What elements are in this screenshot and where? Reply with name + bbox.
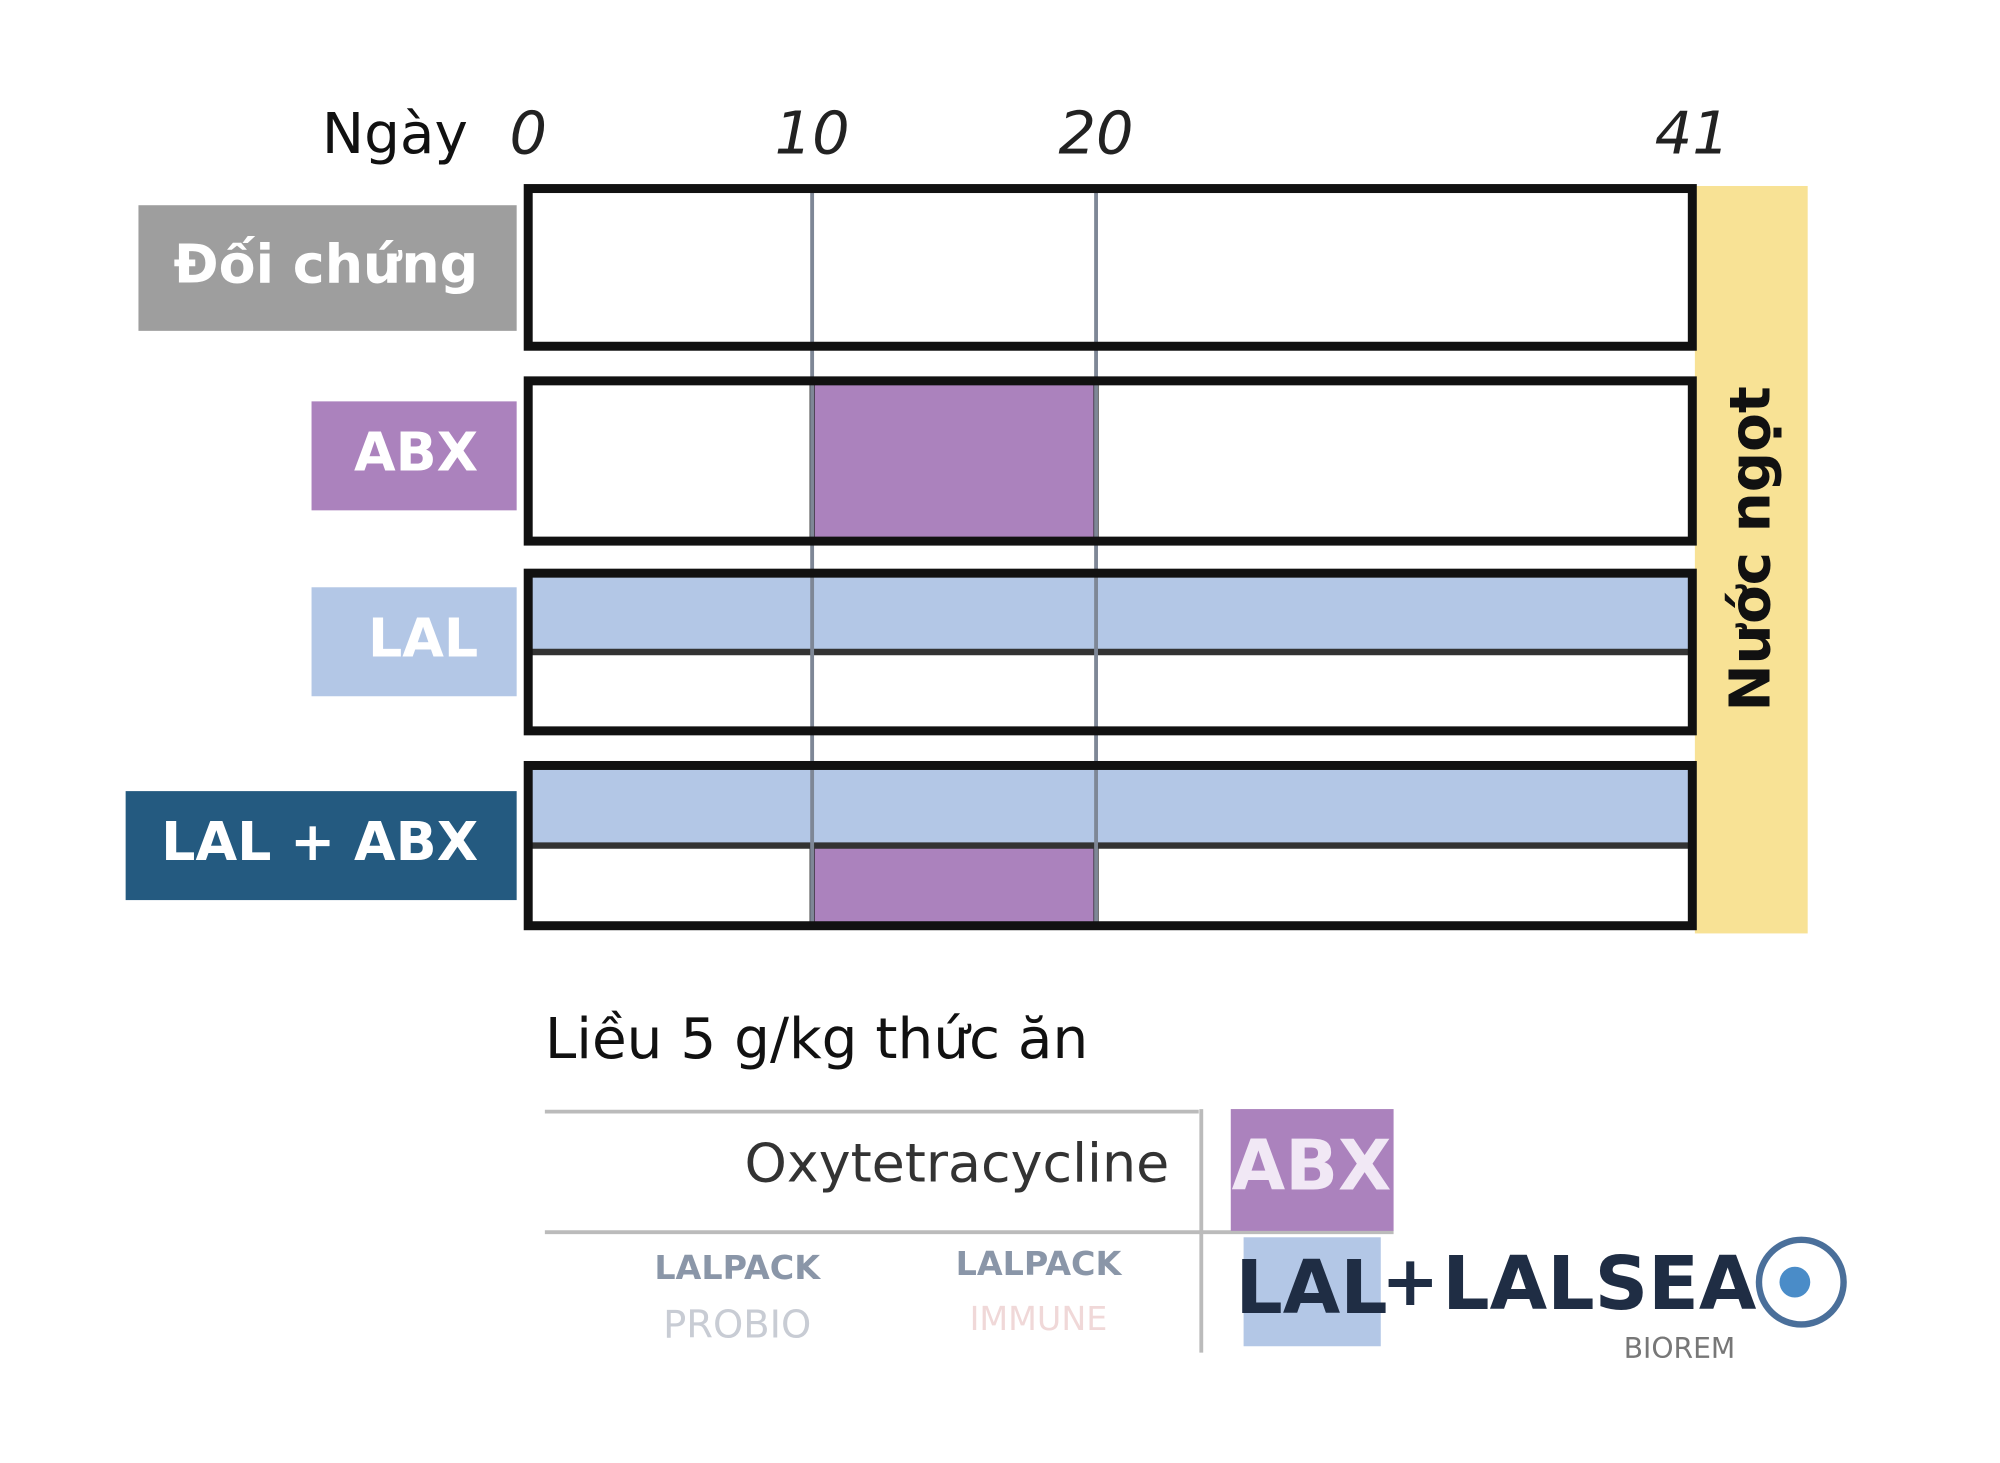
abx-drug: Oxytetracycline (745, 1131, 1170, 1194)
abx-bar (809, 843, 1099, 929)
logo-dot (1779, 1266, 1811, 1298)
lalsea-sub: BIOREM (1624, 1332, 1736, 1365)
water-band (1694, 185, 1808, 934)
lal-band (528, 765, 1693, 846)
plus: + (1381, 1242, 1439, 1322)
abx-tag-box (1230, 1109, 1394, 1231)
row-bg (528, 188, 1693, 347)
product-sub: IMMUNE (970, 1299, 1108, 1338)
product-name: LALPACK (654, 1248, 821, 1287)
axis-label: Ngày (322, 102, 468, 167)
row-frame (523, 376, 1697, 546)
group-label: LAL (368, 606, 478, 669)
group-label: Đối chứng (174, 233, 479, 296)
abx-bar (809, 378, 1099, 544)
product-name: LALPACK (956, 1244, 1123, 1283)
day-tick-label: 20 (1059, 98, 1134, 167)
group-box (125, 791, 517, 901)
row-frame (523, 568, 1697, 736)
day-tick-label: 41 (1655, 98, 1730, 167)
abx-tag: ABX (1232, 1127, 1392, 1207)
group-box (311, 401, 517, 511)
logo-ring (1755, 1236, 1847, 1328)
group-box (311, 587, 517, 697)
legend: Oxytetracycline ABX LALPACK PROBIO LALPA… (544, 1109, 1847, 1365)
lal-tag-box (1243, 1237, 1381, 1347)
water-label: Nước ngọt (1718, 386, 1783, 711)
product-sub: PROBIO (663, 1303, 811, 1348)
day-tick-label: 0 (509, 98, 547, 167)
row-frame (523, 184, 1697, 351)
lal-band (528, 573, 1693, 653)
row-bg (528, 380, 1693, 542)
group-label: LAL + ABX (161, 810, 478, 873)
group-box (138, 205, 517, 331)
day-tick-label: 10 (775, 98, 850, 167)
group-label: ABX (354, 420, 478, 483)
row-frame (523, 760, 1697, 931)
lal-tag: LAL (1235, 1244, 1387, 1331)
lalsea: LALSEA (1442, 1240, 1757, 1327)
dose-text: Liều 5 g/kg thức ăn (545, 1007, 1088, 1072)
